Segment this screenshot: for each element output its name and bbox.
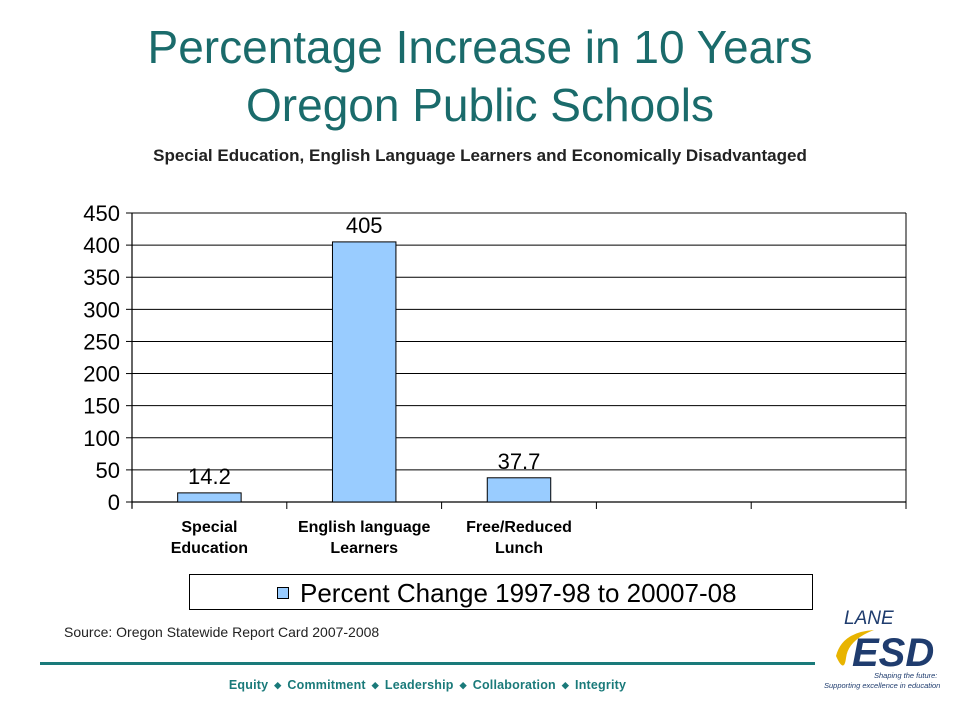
footer-value-integrity: Integrity: [575, 678, 627, 692]
logo-tagline-1: Shaping the future:: [874, 671, 937, 680]
footer-separator-icon: ◆: [459, 680, 467, 690]
footer-value-equity: Equity: [228, 678, 269, 692]
y-tick-label: 250: [83, 329, 120, 354]
source-note: Source: Oregon Statewide Report Card 200…: [64, 624, 380, 640]
logo-swoosh: [836, 630, 874, 666]
footer-separator-icon: ◆: [274, 680, 282, 690]
chart-title-line-1: Percentage Increase in 10 Years: [147, 21, 813, 73]
legend-label: Percent Change 1997-98 to 20007-08: [300, 578, 737, 608]
footer-separator-icon: ◆: [371, 680, 379, 690]
y-tick-label: 400: [83, 233, 120, 258]
logo-text: LANE: [844, 608, 894, 629]
bar: [486, 477, 552, 503]
y-tick-label: 200: [83, 362, 120, 387]
y-tick-label: 450: [83, 201, 120, 226]
footer-divider: [40, 662, 815, 665]
data-label: 37.7: [498, 449, 541, 474]
footer-value-commitment: Commitment: [287, 678, 366, 692]
x-tick-label: Free/Reduced: [466, 519, 572, 536]
logo-mark: ESD: [852, 631, 934, 675]
x-tick-label: Learners: [330, 540, 398, 557]
y-tick-label: 150: [83, 394, 120, 419]
footer-value-collaboration: Collaboration: [472, 678, 556, 692]
logo-tagline-2: Supporting excellence in education: [824, 681, 940, 690]
data-label: 405: [346, 213, 383, 238]
chart-legend: Percent Change 1997-98 to 20007-08: [189, 574, 813, 610]
y-tick-label: 50: [96, 458, 120, 483]
footer-separator-icon: ◆: [561, 680, 570, 690]
footer-value-leadership: Leadership: [384, 678, 454, 692]
chart-subtitle: Special Education, English Language Lear…: [153, 146, 807, 165]
x-tick-label: Lunch: [495, 540, 543, 557]
x-tick-label: English language: [298, 519, 431, 536]
footer-values: Equity ◆ Commitment ◆ Leadership ◆ Collaborati…: [40, 678, 815, 692]
x-tick-label: Special: [181, 519, 237, 536]
y-tick-label: 300: [83, 297, 120, 322]
y-tick-label: 100: [83, 426, 120, 451]
y-tick-label: 0: [108, 490, 120, 515]
x-tick-label: Education: [171, 540, 248, 557]
y-tick-label: 350: [83, 265, 120, 290]
bar: [331, 241, 397, 503]
lane-esd-logo: LANE ESD Shaping the future: Supporting …: [824, 608, 940, 690]
bar: [177, 492, 242, 503]
data-label: 14.2: [188, 464, 231, 489]
legend-swatch: [277, 587, 289, 599]
chart-title-line-2: Oregon Public Schools: [246, 79, 714, 131]
